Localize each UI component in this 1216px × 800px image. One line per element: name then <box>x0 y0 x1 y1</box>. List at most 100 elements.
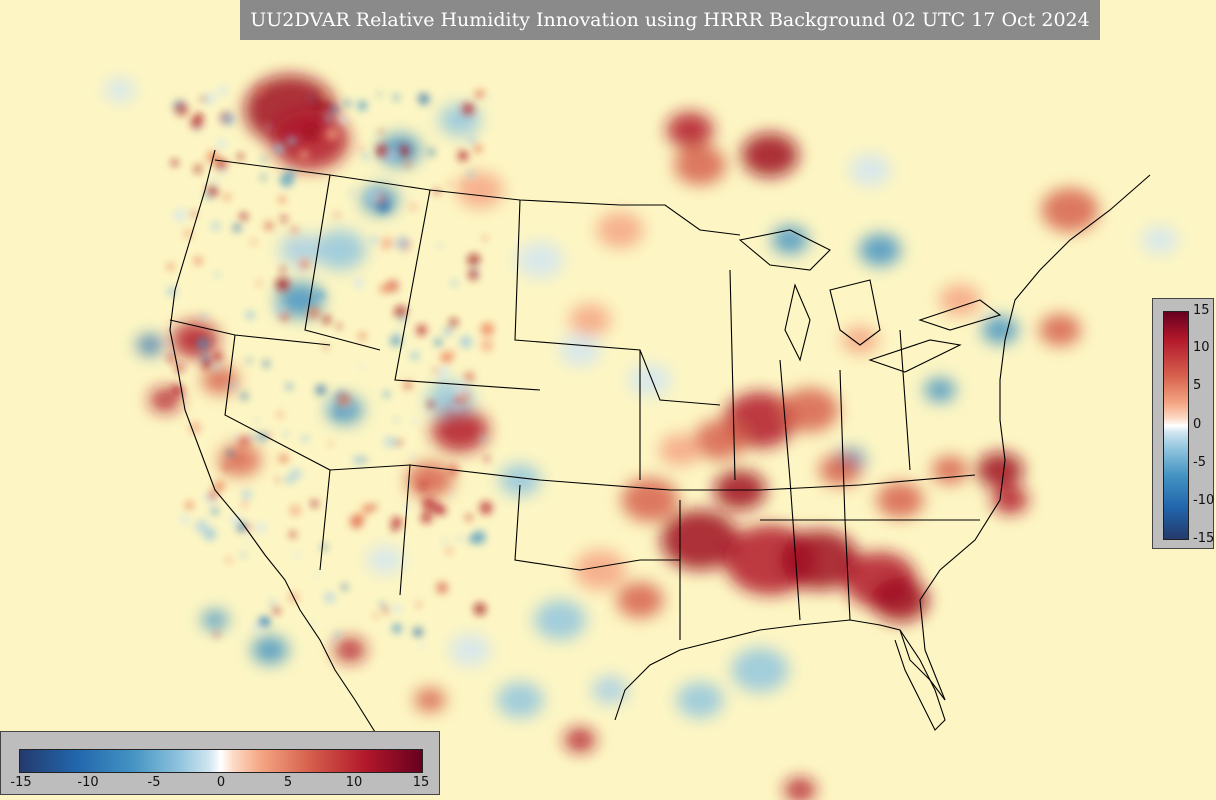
field-speckle <box>240 552 247 558</box>
field-speckle <box>208 490 218 501</box>
field-speckle <box>324 115 332 123</box>
field-speckle <box>358 332 366 340</box>
field-speckle <box>327 441 334 447</box>
field-speckle <box>412 419 419 425</box>
field-speckle <box>240 392 249 400</box>
field-speckle <box>397 144 410 157</box>
field-speckle <box>393 94 400 101</box>
field-speckle <box>278 196 286 204</box>
field-speckle <box>449 318 458 328</box>
field-anomaly-blob <box>1141 226 1179 254</box>
field-anomaly-blob <box>516 242 564 278</box>
field-speckle <box>307 307 320 320</box>
field-speckle <box>183 229 193 239</box>
field-speckle <box>409 203 417 211</box>
field-anomaly-blob <box>456 172 504 208</box>
colorbar-vertical-tick: -10 <box>1193 493 1215 508</box>
field-speckle <box>324 401 330 407</box>
field-speckle <box>237 153 244 160</box>
field-speckle <box>194 256 203 266</box>
field-speckle <box>404 502 411 510</box>
field-speckle <box>390 335 402 347</box>
field-anomaly-blob <box>171 322 219 358</box>
field-anomaly-blob <box>676 682 724 718</box>
colorbar-horizontal: -15 -10 -5 0 5 10 15 <box>0 731 440 795</box>
field-speckle <box>194 165 202 174</box>
field-speckle <box>419 483 427 490</box>
field-speckle <box>419 642 425 648</box>
field-speckle <box>170 384 183 397</box>
field-speckle <box>167 263 175 271</box>
field-speckle <box>394 305 408 319</box>
field-anomaly-blob <box>366 546 404 574</box>
field-speckle <box>334 631 341 638</box>
field-speckle <box>345 405 351 411</box>
field-speckle <box>190 116 204 130</box>
field-speckle <box>285 475 294 484</box>
field-speckle <box>464 513 473 522</box>
field-speckle <box>399 317 406 324</box>
field-anomaly-blob <box>1041 188 1099 232</box>
field-speckle <box>200 96 207 102</box>
field-anomaly-blob <box>104 78 136 102</box>
field-speckle <box>427 400 435 408</box>
field-anomaly-blob <box>574 550 626 590</box>
field-speckle <box>249 434 255 440</box>
field-anomaly-blob <box>406 462 454 498</box>
field-anomaly-blob <box>279 234 321 266</box>
field-speckle <box>180 514 190 524</box>
field-anomaly-blob <box>499 464 541 496</box>
field-speckle <box>290 226 298 234</box>
field-speckle <box>391 525 398 532</box>
field-speckle <box>459 335 473 349</box>
field-speckle <box>366 188 381 203</box>
field-speckle <box>362 153 369 160</box>
field-speckle <box>214 271 220 277</box>
field-anomaly-blob <box>781 388 839 432</box>
field-speckle <box>285 383 293 390</box>
field-speckle <box>334 212 340 218</box>
field-speckle <box>473 144 483 154</box>
field-speckle <box>287 136 297 146</box>
field-anomaly-blob <box>314 230 366 270</box>
field-speckle <box>252 623 262 633</box>
field-speckle <box>290 468 302 480</box>
field-anomaly-blob <box>859 234 901 266</box>
field-speckle <box>381 236 394 249</box>
field-speckle <box>203 92 216 105</box>
field-speckle <box>353 513 365 525</box>
field-speckle <box>391 516 403 528</box>
field-speckle <box>461 181 468 187</box>
field-speckle <box>358 364 365 370</box>
field-speckle <box>395 236 409 251</box>
field-speckle <box>225 556 233 564</box>
field-speckle <box>322 315 331 324</box>
field-anomaly-blob <box>659 434 701 466</box>
field-speckle <box>457 150 469 162</box>
field-speckle <box>299 149 309 160</box>
colorbar-vertical-tick: 10 <box>1193 340 1210 355</box>
field-speckle <box>324 592 335 603</box>
field-anomaly-blob <box>564 728 596 752</box>
field-anomaly-blob <box>991 486 1029 514</box>
field-speckle <box>232 223 242 232</box>
field-anomaly-blob <box>976 452 1024 488</box>
field-speckle <box>438 366 451 379</box>
field-anomaly-blob <box>569 304 611 336</box>
field-speckle <box>443 328 451 337</box>
field-speckle <box>377 92 382 97</box>
field-speckle <box>357 100 368 111</box>
colorbar-horizontal-tick: 10 <box>345 775 363 790</box>
field-speckle <box>457 536 463 541</box>
field-speckle <box>190 211 196 217</box>
field-speckle <box>276 411 284 419</box>
field-anomaly-blob <box>534 600 586 640</box>
field-speckle <box>311 94 325 108</box>
colorbar-horizontal-tick: 0 <box>216 775 226 790</box>
field-speckle <box>395 439 402 446</box>
field-speckle <box>272 606 281 615</box>
field-anomaly-blob <box>414 688 446 712</box>
colorbar-vertical-tick: 5 <box>1193 378 1202 393</box>
field-anomaly-blob <box>449 634 491 666</box>
